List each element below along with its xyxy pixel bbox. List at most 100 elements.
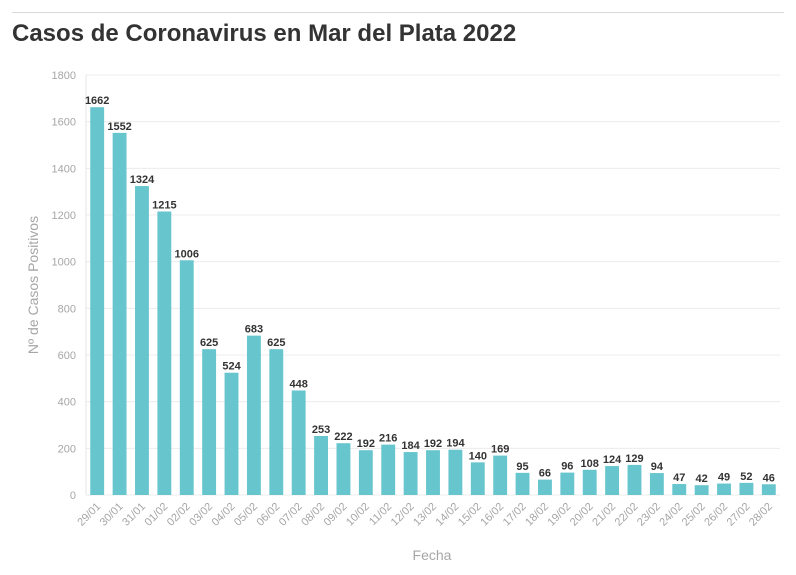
bar[interactable] (291, 390, 306, 495)
value-label: 46 (763, 472, 775, 484)
bar[interactable] (381, 444, 396, 495)
value-label: 1552 (107, 121, 131, 133)
bars (90, 107, 776, 496)
top-divider (12, 12, 784, 13)
bar[interactable] (90, 107, 105, 495)
value-label: 253 (312, 424, 330, 436)
bar[interactable] (694, 485, 709, 495)
x-tick-label: 27/02 (725, 501, 753, 529)
x-tick-label: 11/02 (367, 501, 394, 528)
bar[interactable] (336, 443, 351, 495)
x-tick-label: 10/02 (344, 501, 372, 529)
value-label: 184 (401, 440, 420, 452)
bar[interactable] (448, 449, 463, 495)
x-tick-label: 08/02 (299, 501, 327, 529)
value-label: 108 (581, 458, 599, 470)
bar[interactable] (470, 462, 485, 495)
x-tick-label: 12/02 (389, 501, 417, 529)
value-label: 124 (603, 454, 622, 466)
value-label: 524 (222, 361, 241, 373)
y-tick-label: 1800 (52, 70, 76, 82)
y-axis-title: Nº de Casos Positivos (25, 216, 41, 354)
value-label: 95 (516, 461, 528, 473)
gridlines (85, 74, 780, 496)
bar[interactable] (224, 372, 239, 495)
x-tick-label: 14/02 (434, 501, 462, 529)
x-tick-label: 15/02 (456, 501, 484, 529)
y-tick-label: 400 (58, 397, 76, 409)
x-tick-label: 07/02 (277, 501, 305, 529)
value-label: 1324 (130, 174, 155, 186)
value-label: 169 (491, 444, 509, 456)
value-label: 192 (424, 438, 442, 450)
y-axis-ticks: 0 200 400 600 800 1000 1200 1400 1600 1800 (52, 70, 76, 502)
bar[interactable] (493, 455, 508, 495)
x-tick-label: 28/02 (747, 501, 775, 529)
value-label: 625 (267, 337, 285, 349)
bar[interactable] (582, 469, 597, 495)
y-tick-label: 1000 (52, 257, 76, 269)
y-tick-label: 1600 (52, 117, 76, 129)
value-label: 448 (289, 378, 307, 390)
x-tick-label: 04/02 (210, 501, 238, 529)
bar[interactable] (112, 132, 127, 495)
bar[interactable] (537, 479, 552, 495)
value-label: 222 (334, 431, 352, 443)
chart-title: Casos de Coronavirus en Mar del Plata 20… (12, 20, 517, 47)
bar[interactable] (605, 466, 620, 495)
bar[interactable] (403, 452, 418, 495)
bar[interactable] (627, 464, 642, 495)
x-tick-label: 29/01 (75, 501, 103, 529)
x-tick-label: 25/02 (680, 501, 708, 529)
y-tick-label: 200 (58, 443, 76, 455)
x-tick-label: 13/02 (411, 501, 439, 529)
value-label: 1215 (152, 200, 176, 212)
bar[interactable] (135, 186, 149, 496)
bar[interactable] (515, 472, 530, 495)
value-label: 129 (625, 453, 643, 465)
value-label: 66 (539, 468, 551, 480)
value-label: 49 (718, 472, 730, 484)
bar[interactable] (202, 349, 217, 495)
bar[interactable] (739, 482, 754, 495)
value-labels: 1662 1552 1324 1215 1006 625 524 683 625 448 253 22… (85, 95, 775, 485)
value-label: 52 (740, 471, 752, 483)
x-axis-ticks: 29/0130/0131/0101/0202/0203/0204/0205/02… (75, 501, 775, 529)
y-tick-label: 800 (58, 303, 76, 315)
bar[interactable] (179, 260, 194, 495)
x-tick-label: 16/02 (478, 501, 506, 529)
value-label: 194 (446, 438, 465, 450)
bar[interactable] (358, 450, 373, 495)
bar[interactable] (157, 211, 172, 496)
bar[interactable] (672, 484, 687, 495)
x-tick-label: 23/02 (635, 501, 663, 529)
value-label: 683 (245, 324, 263, 336)
x-tick-label: 09/02 (322, 501, 350, 529)
y-tick-label: 1200 (52, 210, 76, 222)
bar[interactable] (246, 335, 261, 495)
bar[interactable] (717, 483, 731, 495)
bar[interactable] (560, 472, 575, 495)
x-tick-label: 17/02 (501, 501, 529, 529)
bar[interactable] (649, 473, 664, 495)
x-tick-label: 21/02 (590, 501, 618, 529)
x-tick-label: 19/02 (545, 501, 573, 529)
x-axis-title: Fecha (413, 547, 452, 563)
x-tick-label: 24/02 (657, 501, 685, 529)
x-tick-label: 03/02 (187, 501, 215, 529)
x-tick-label: 05/02 (232, 501, 260, 529)
value-label: 96 (561, 461, 573, 473)
value-label: 47 (673, 472, 685, 484)
bar[interactable] (314, 435, 329, 495)
x-tick-label: 20/02 (568, 501, 596, 529)
value-label: 140 (469, 450, 487, 462)
bar[interactable] (426, 450, 440, 495)
x-tick-label: 26/02 (702, 501, 730, 529)
value-label: 625 (200, 337, 218, 349)
value-label: 94 (651, 461, 664, 473)
bar[interactable] (761, 484, 776, 495)
x-tick-label: 18/02 (523, 501, 551, 529)
value-label: 42 (696, 473, 708, 485)
bar[interactable] (269, 349, 284, 495)
